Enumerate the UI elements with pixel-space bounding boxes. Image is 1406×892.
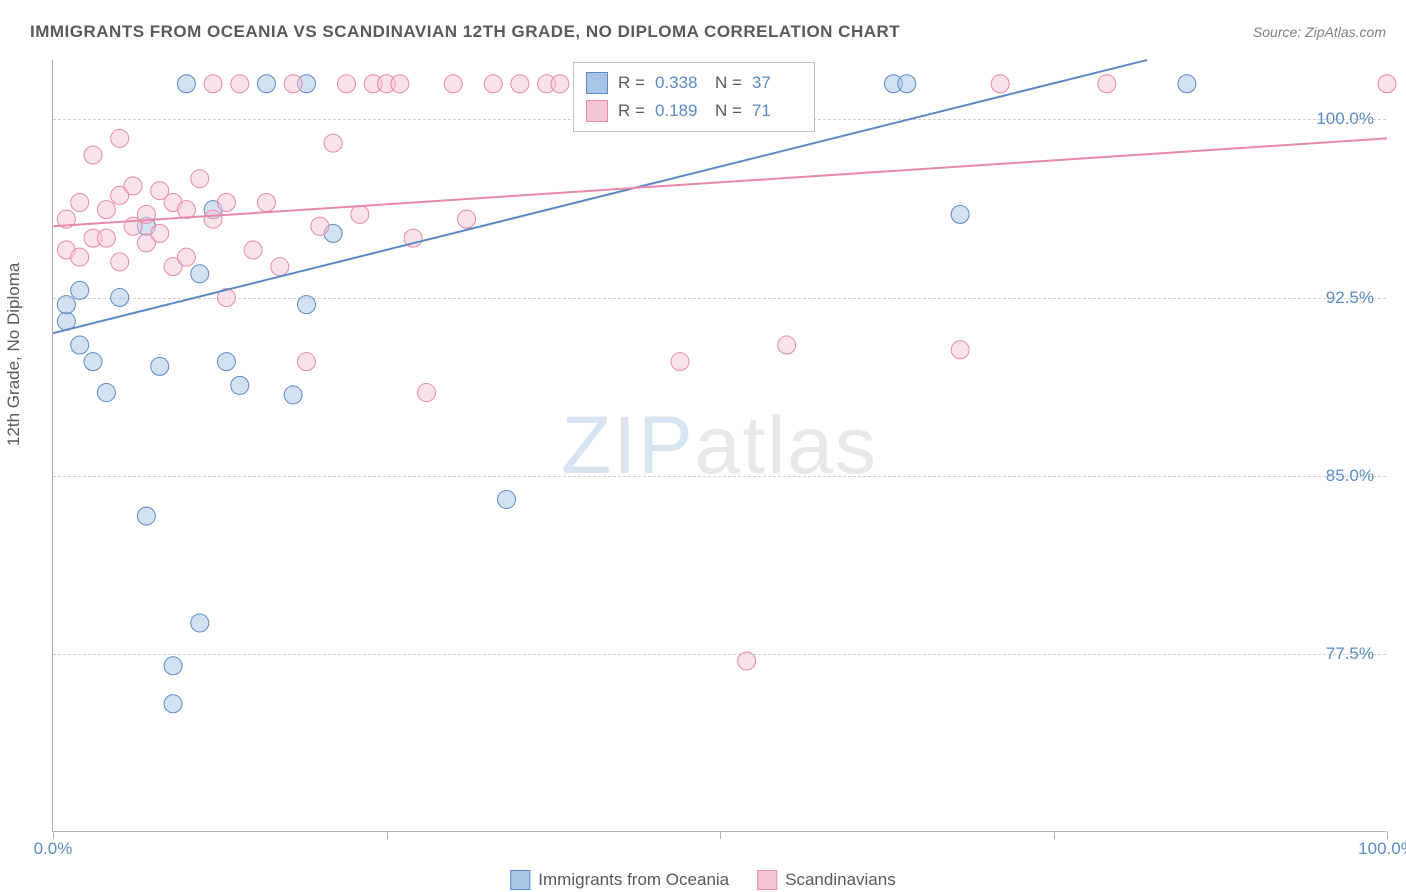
x-tick-label: 100.0% xyxy=(1358,839,1406,859)
data-point xyxy=(111,289,129,307)
data-point xyxy=(284,75,302,93)
chart-title: IMMIGRANTS FROM OCEANIA VS SCANDINAVIAN … xyxy=(30,22,900,42)
data-point xyxy=(71,194,89,212)
data-point xyxy=(991,75,1009,93)
data-point xyxy=(311,217,329,235)
data-point xyxy=(177,201,195,219)
y-tick-label: 77.5% xyxy=(1326,644,1374,664)
x-tick xyxy=(1054,831,1055,839)
data-point xyxy=(84,353,102,371)
legend-item-oceania: Immigrants from Oceania xyxy=(510,870,729,890)
plot-svg xyxy=(53,60,1386,831)
data-point xyxy=(151,357,169,375)
data-point xyxy=(191,265,209,283)
data-point xyxy=(177,75,195,93)
y-tick-label: 100.0% xyxy=(1316,109,1374,129)
data-point xyxy=(57,296,75,314)
data-point xyxy=(391,75,409,93)
data-point xyxy=(71,248,89,266)
data-point xyxy=(217,194,235,212)
y-axis-label: 12th Grade, No Diploma xyxy=(4,263,24,446)
data-point xyxy=(1098,75,1116,93)
data-point xyxy=(458,210,476,228)
data-point xyxy=(951,205,969,223)
data-point xyxy=(151,224,169,242)
data-point xyxy=(671,353,689,371)
data-point xyxy=(1178,75,1196,93)
x-tick xyxy=(720,831,721,839)
data-point xyxy=(191,614,209,632)
x-tick xyxy=(387,831,388,839)
data-point xyxy=(191,170,209,188)
data-point xyxy=(257,194,275,212)
source-attribution: Source: ZipAtlas.com xyxy=(1253,24,1386,40)
data-point xyxy=(337,75,355,93)
data-point xyxy=(124,177,142,195)
data-point xyxy=(164,695,182,713)
data-point xyxy=(97,384,115,402)
data-point xyxy=(204,75,222,93)
y-tick-label: 85.0% xyxy=(1326,466,1374,486)
data-point xyxy=(297,296,315,314)
data-point xyxy=(511,75,529,93)
chart-container: IMMIGRANTS FROM OCEANIA VS SCANDINAVIAN … xyxy=(0,0,1406,892)
data-point xyxy=(778,336,796,354)
legend-item-scandinavian: Scandinavians xyxy=(757,870,896,890)
data-point xyxy=(177,248,195,266)
data-point xyxy=(484,75,502,93)
data-point xyxy=(297,353,315,371)
data-point xyxy=(271,258,289,276)
trend-line xyxy=(53,138,1387,226)
y-tick-label: 92.5% xyxy=(1326,288,1374,308)
data-point xyxy=(84,146,102,164)
data-point xyxy=(97,229,115,247)
data-point xyxy=(738,652,756,670)
stats-row-oceania: R = 0.338 N = 37 xyxy=(586,69,802,97)
data-point xyxy=(204,210,222,228)
data-point xyxy=(137,507,155,525)
bottom-legend: Immigrants from Oceania Scandinavians xyxy=(510,870,895,890)
data-point xyxy=(898,75,916,93)
x-tick-label: 0.0% xyxy=(34,839,73,859)
legend-swatch-scandinavian xyxy=(757,870,777,890)
legend-label-scandinavian: Scandinavians xyxy=(785,870,896,890)
data-point xyxy=(284,386,302,404)
data-point xyxy=(217,353,235,371)
data-point xyxy=(951,341,969,359)
stats-row-scandinavian: R = 0.189 N = 71 xyxy=(586,97,802,125)
data-point xyxy=(164,657,182,675)
stats-legend-box: R = 0.338 N = 37 R = 0.189 N = 71 xyxy=(573,62,815,132)
data-point xyxy=(351,205,369,223)
data-point xyxy=(244,241,262,259)
data-point xyxy=(111,129,129,147)
data-point xyxy=(111,253,129,271)
data-point xyxy=(444,75,462,93)
data-point xyxy=(97,201,115,219)
x-tick xyxy=(1387,831,1388,839)
data-point xyxy=(551,75,569,93)
data-point xyxy=(71,336,89,354)
x-tick xyxy=(53,831,54,839)
swatch-oceania xyxy=(586,72,608,94)
data-point xyxy=(231,376,249,394)
legend-label-oceania: Immigrants from Oceania xyxy=(538,870,729,890)
data-point xyxy=(71,281,89,299)
data-point xyxy=(418,384,436,402)
data-point xyxy=(231,75,249,93)
plot-area: ZIPatlas R = 0.338 N = 37 R = 0.189 N = … xyxy=(52,60,1386,832)
data-point xyxy=(324,134,342,152)
data-point xyxy=(257,75,275,93)
swatch-scandinavian xyxy=(586,100,608,122)
data-point xyxy=(498,490,516,508)
data-point xyxy=(1378,75,1396,93)
legend-swatch-oceania xyxy=(510,870,530,890)
